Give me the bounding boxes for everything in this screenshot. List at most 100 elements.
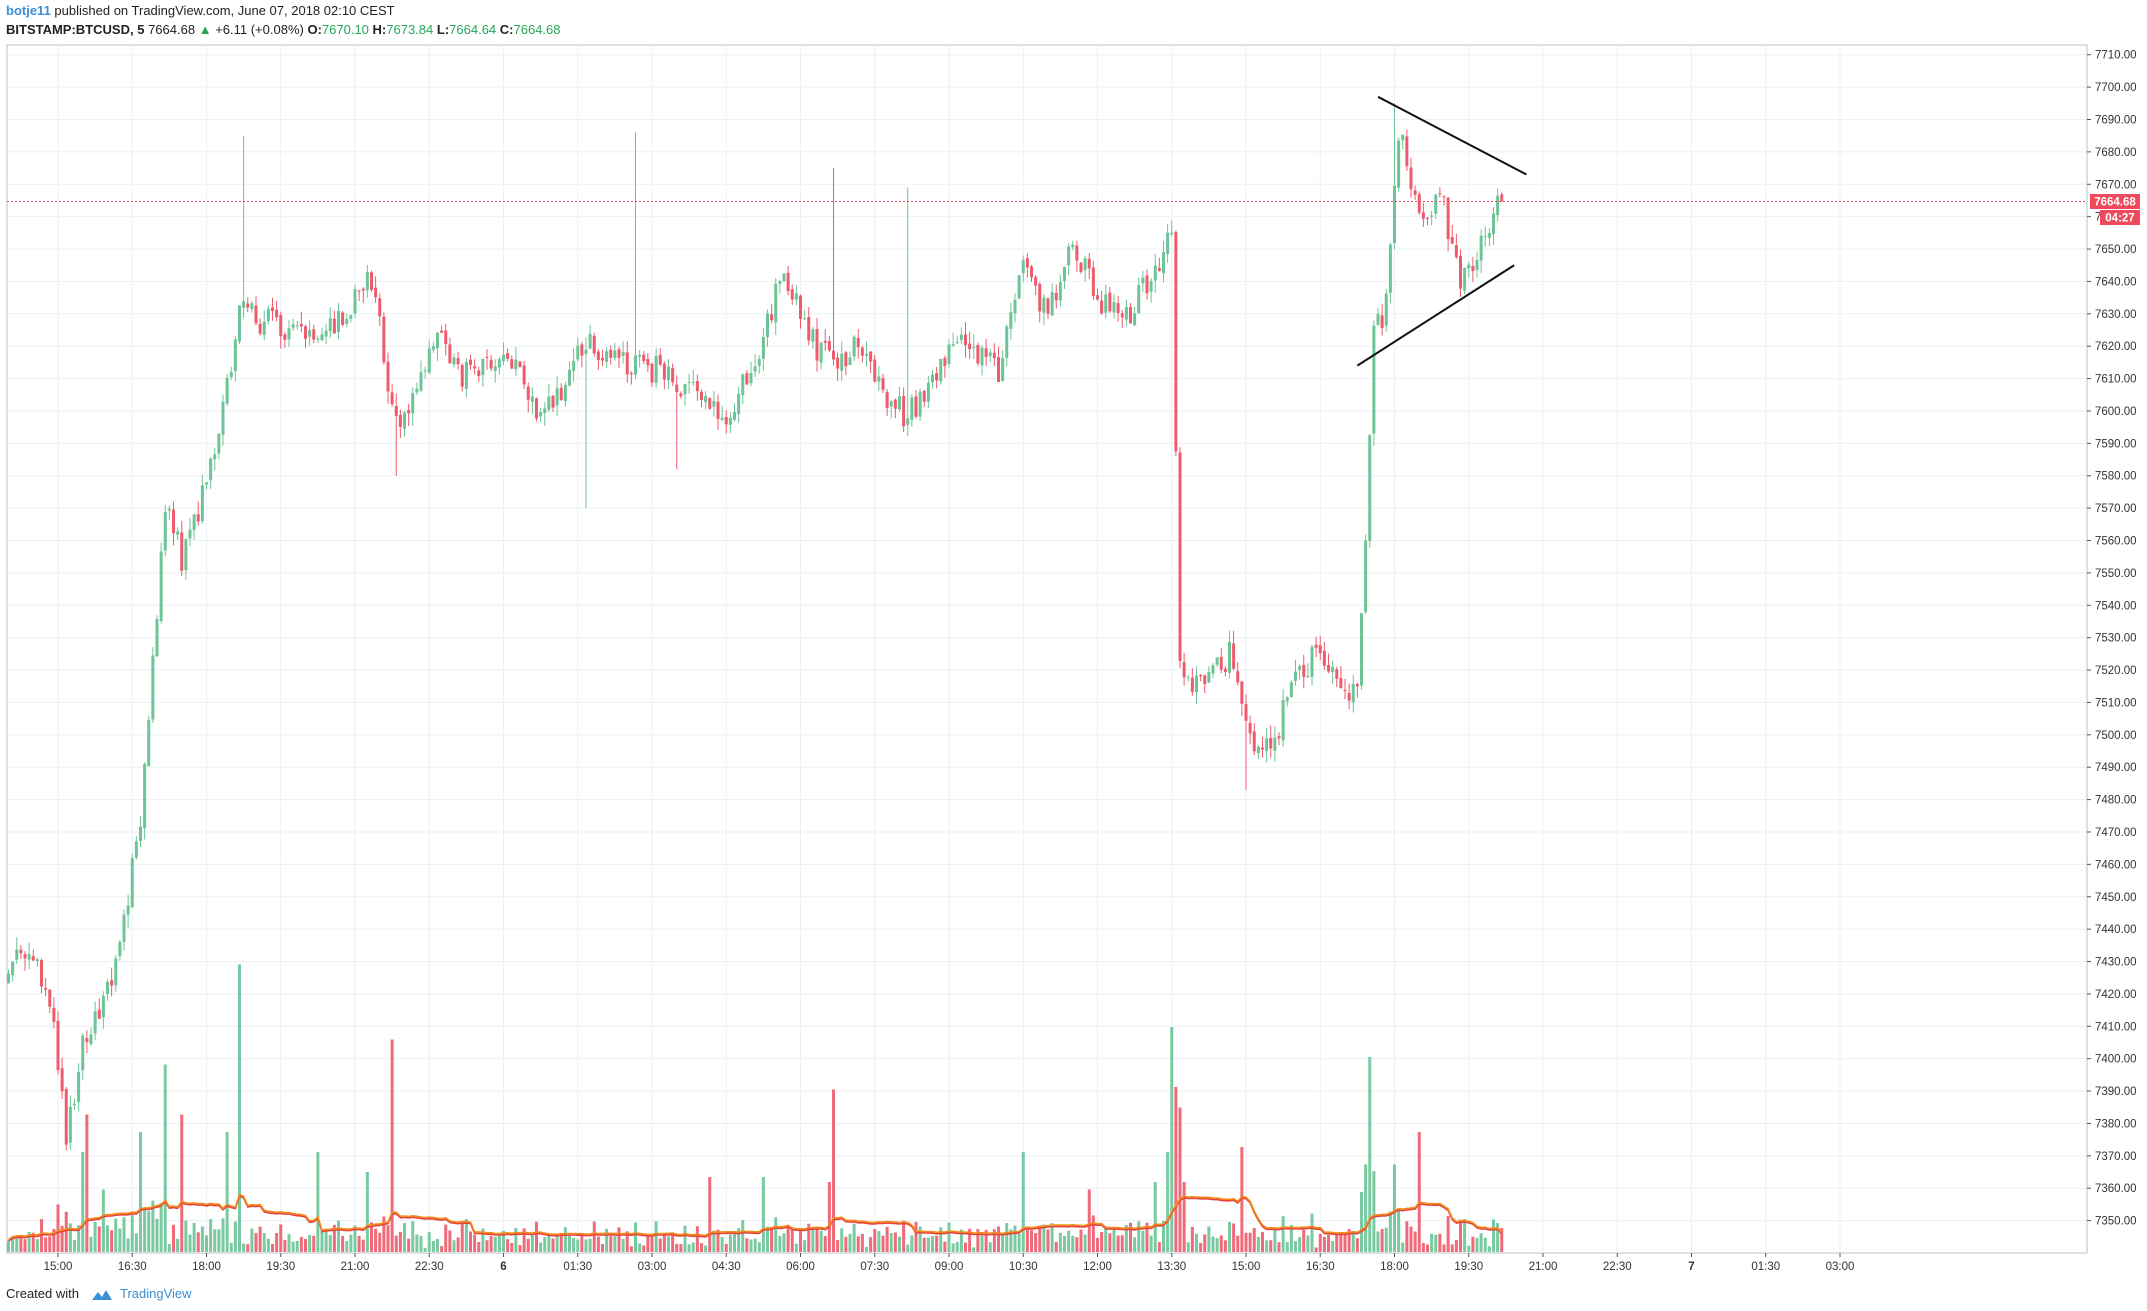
candle[interactable] xyxy=(1273,726,1277,762)
candle[interactable] xyxy=(299,311,303,333)
candle[interactable] xyxy=(1355,682,1359,698)
candle[interactable] xyxy=(493,359,497,383)
candle[interactable] xyxy=(1318,636,1322,661)
candle[interactable] xyxy=(1475,251,1479,278)
candle[interactable] xyxy=(114,954,118,993)
candle[interactable] xyxy=(97,998,101,1019)
candle[interactable] xyxy=(510,355,514,370)
candle[interactable] xyxy=(1252,723,1256,756)
candle[interactable] xyxy=(357,289,361,302)
candle[interactable] xyxy=(922,389,926,408)
candle[interactable] xyxy=(308,320,312,346)
candle[interactable] xyxy=(1450,224,1454,245)
candle[interactable] xyxy=(1162,240,1165,283)
candle[interactable] xyxy=(1244,694,1248,790)
candle[interactable] xyxy=(378,293,382,326)
candle[interactable] xyxy=(304,324,307,348)
candle[interactable] xyxy=(159,542,163,624)
candle[interactable] xyxy=(1025,253,1029,278)
candle[interactable] xyxy=(799,294,802,329)
candle[interactable] xyxy=(250,301,254,313)
candle[interactable] xyxy=(873,354,877,383)
candlesticks[interactable] xyxy=(7,103,1504,1151)
candle[interactable] xyxy=(955,335,959,344)
candle[interactable] xyxy=(1120,310,1124,329)
candle[interactable] xyxy=(1384,289,1388,332)
candle[interactable] xyxy=(1215,657,1219,667)
candle[interactable] xyxy=(580,341,584,368)
candle[interactable] xyxy=(1417,191,1421,215)
candle[interactable] xyxy=(188,518,192,547)
candle[interactable] xyxy=(11,961,15,982)
candle[interactable] xyxy=(1487,228,1491,247)
candle[interactable] xyxy=(547,383,551,412)
candle[interactable] xyxy=(48,988,52,1014)
candle[interactable] xyxy=(724,410,728,434)
candle[interactable] xyxy=(89,1027,93,1046)
candle[interactable] xyxy=(827,335,831,353)
candle[interactable] xyxy=(452,353,456,368)
candle[interactable] xyxy=(1442,195,1446,206)
candle[interactable] xyxy=(1360,612,1363,690)
candle[interactable] xyxy=(1302,654,1306,689)
candle[interactable] xyxy=(1071,240,1075,251)
candle[interactable] xyxy=(167,505,171,521)
candle[interactable] xyxy=(1327,653,1330,674)
candle[interactable] xyxy=(1001,350,1005,382)
candle[interactable] xyxy=(172,501,175,546)
candle[interactable] xyxy=(885,389,889,416)
candle[interactable] xyxy=(213,447,217,470)
candle[interactable] xyxy=(246,297,250,312)
candle[interactable] xyxy=(27,942,31,969)
candle[interactable] xyxy=(906,187,910,437)
candle[interactable] xyxy=(1108,287,1112,313)
candle[interactable] xyxy=(1401,134,1405,150)
candle[interactable] xyxy=(73,1098,76,1111)
candle[interactable] xyxy=(332,310,336,334)
candle[interactable] xyxy=(44,977,48,997)
candle[interactable] xyxy=(1034,275,1038,296)
candle[interactable] xyxy=(1281,688,1285,747)
candle[interactable] xyxy=(1174,230,1178,457)
candle[interactable] xyxy=(1021,255,1025,283)
candle[interactable] xyxy=(712,391,716,417)
candle[interactable] xyxy=(31,949,35,962)
candle[interactable] xyxy=(596,349,600,370)
candle[interactable] xyxy=(584,337,588,509)
candle[interactable] xyxy=(1100,290,1104,315)
candle[interactable] xyxy=(1207,666,1211,684)
candle[interactable] xyxy=(1190,668,1194,696)
lower-support-trendline[interactable] xyxy=(1356,264,1515,367)
candle[interactable] xyxy=(229,366,233,381)
candle[interactable] xyxy=(1170,220,1174,237)
candle[interactable] xyxy=(1009,302,1013,340)
candle[interactable] xyxy=(745,370,749,386)
candle[interactable] xyxy=(1306,663,1310,678)
candle[interactable] xyxy=(1079,262,1083,274)
candle[interactable] xyxy=(1298,664,1302,680)
candle[interactable] xyxy=(184,538,188,580)
candle[interactable] xyxy=(1446,197,1450,252)
candle[interactable] xyxy=(931,369,934,389)
candle[interactable] xyxy=(984,339,988,367)
candle[interactable] xyxy=(1256,744,1260,760)
candle[interactable] xyxy=(893,398,897,419)
candle[interactable] xyxy=(271,297,274,321)
candle[interactable] xyxy=(1232,630,1236,671)
candle[interactable] xyxy=(233,336,237,382)
candle[interactable] xyxy=(1042,294,1046,326)
candle[interactable] xyxy=(964,322,967,358)
candle[interactable] xyxy=(836,352,840,381)
candle[interactable] xyxy=(733,403,736,422)
candle[interactable] xyxy=(1331,660,1335,684)
candle[interactable] xyxy=(242,135,246,318)
candle[interactable] xyxy=(968,331,972,359)
candle[interactable] xyxy=(262,310,266,341)
candle[interactable] xyxy=(1393,103,1396,250)
candle[interactable] xyxy=(1351,674,1355,713)
candle[interactable] xyxy=(1397,137,1401,192)
candle[interactable] xyxy=(64,1087,68,1151)
candle[interactable] xyxy=(530,387,534,415)
candle[interactable] xyxy=(1388,242,1392,304)
candle[interactable] xyxy=(423,366,427,379)
